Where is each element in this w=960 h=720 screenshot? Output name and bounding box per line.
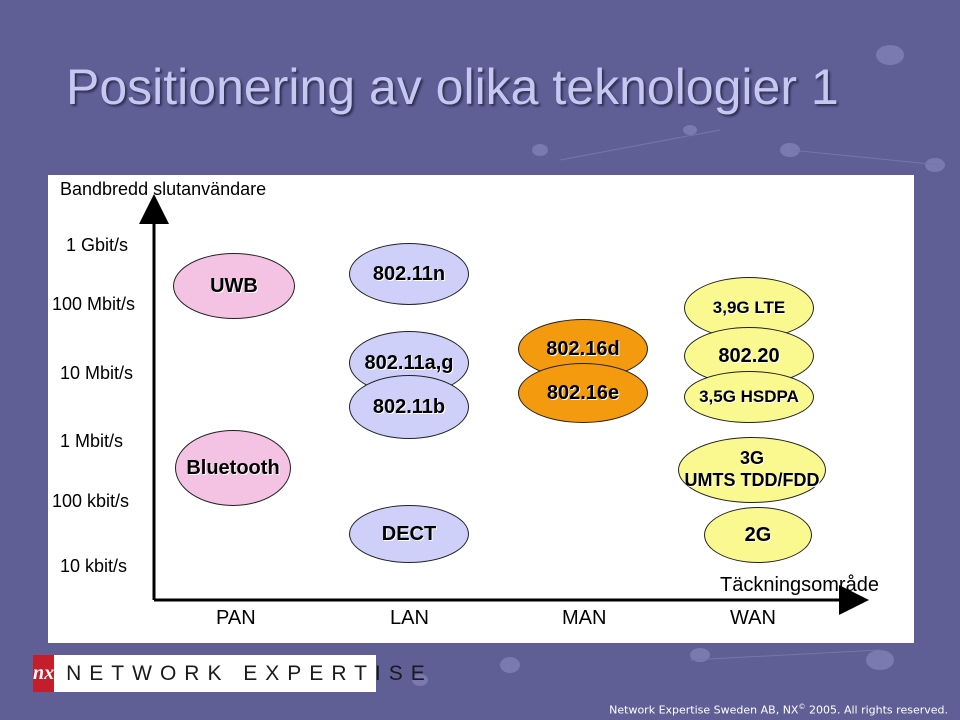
copyright-year: 2005. All rights reserved. bbox=[805, 703, 948, 717]
tech-dect-label: DECT bbox=[381, 523, 437, 545]
tech-bluetooth: Bluetooth bbox=[175, 430, 291, 506]
tech-80216e-label: 802.16e bbox=[546, 382, 620, 404]
y-label-10mbit: 10 Mbit/s bbox=[60, 363, 134, 383]
tech-2g-label: 2G bbox=[744, 524, 772, 546]
copyright-text: Network Expertise Sweden AB, NX bbox=[609, 703, 799, 717]
y-label-1mbit: 1 Mbit/s bbox=[60, 431, 124, 451]
y-label-100kbit: 100 kbit/s bbox=[52, 491, 130, 511]
diagram-panel: Bandbredd slutanvändare Täckningsområde … bbox=[48, 175, 914, 643]
tech-80216d-label: 802.16d bbox=[546, 338, 620, 360]
logo-text: NETWORK EXPERTISE bbox=[66, 661, 433, 685]
copyright-symbol: © bbox=[798, 703, 806, 711]
tech-2g: 2G bbox=[704, 507, 812, 563]
tech-3g-label: 3G bbox=[739, 448, 764, 469]
axes bbox=[139, 194, 869, 615]
tech-lte-label: 3,9G LTE bbox=[712, 297, 786, 317]
tech-80211b-label: 802.11b bbox=[372, 396, 446, 418]
tech-dect: DECT bbox=[349, 505, 469, 563]
x-label-wan: WAN bbox=[730, 607, 776, 629]
tech-80216d: 802.16d bbox=[518, 319, 648, 379]
slide-title: Positionering av olika teknologier 1 bbox=[66, 59, 839, 115]
nx-logo-mark: nx bbox=[33, 655, 55, 692]
x-axis-title: Täckningsområde bbox=[720, 574, 879, 596]
tech-lte: 3,9G LTE bbox=[684, 277, 814, 339]
tech-uwb-label: UWB bbox=[210, 275, 258, 297]
x-label-pan: PAN bbox=[216, 607, 256, 629]
tech-80211b: 802.11b bbox=[349, 375, 469, 439]
y-label-100mbit: 100 Mbit/s bbox=[52, 294, 136, 314]
tech-uwb: UWB bbox=[173, 253, 295, 319]
tech-umts-label: UMTS TDD/FDD bbox=[684, 470, 820, 490]
x-label-man: MAN bbox=[562, 607, 607, 629]
tech-80216e: 802.16e bbox=[518, 363, 648, 423]
tech-80211n-label: 802.11n bbox=[372, 263, 446, 285]
tech-80211ag-label: 802.11a,g bbox=[364, 352, 454, 374]
tech-80211n: 802.11n bbox=[349, 243, 469, 305]
y-label-10kbit: 10 kbit/s bbox=[60, 556, 128, 576]
tech-bluetooth-label: Bluetooth bbox=[186, 457, 280, 479]
y-label-1gbit: 1 Gbit/s bbox=[66, 235, 129, 255]
y-axis-title: Bandbredd slutanvändare bbox=[60, 179, 267, 199]
tech-umts: 3G UMTS TDD/FDD bbox=[678, 437, 826, 503]
tech-hsdpa-label: 3,5G HSDPA bbox=[699, 386, 799, 406]
tech-80220-label: 802.20 bbox=[718, 345, 780, 367]
copyright-footer: Network Expertise Sweden AB, NX© 2005. A… bbox=[609, 703, 948, 717]
x-label-lan: LAN bbox=[390, 607, 429, 629]
company-logo: nx NETWORK EXPERTISE bbox=[33, 655, 425, 692]
tech-hsdpa: 3,5G HSDPA bbox=[684, 371, 814, 423]
